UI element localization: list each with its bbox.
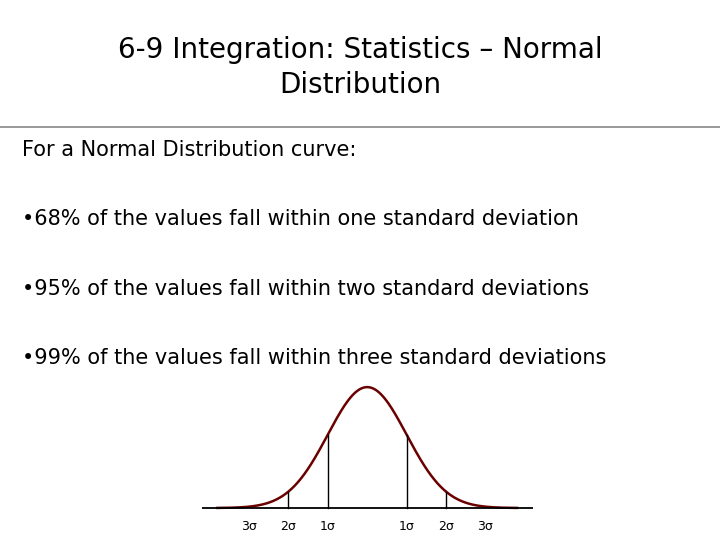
Text: 3σ: 3σ xyxy=(241,520,257,533)
Text: •68% of the values fall within one standard deviation: •68% of the values fall within one stand… xyxy=(22,209,578,229)
Text: For a Normal Distribution curve:: For a Normal Distribution curve: xyxy=(22,139,356,159)
Text: •95% of the values fall within two standard deviations: •95% of the values fall within two stand… xyxy=(22,279,589,299)
Text: 2σ: 2σ xyxy=(438,520,454,533)
Text: 1σ: 1σ xyxy=(399,520,415,533)
Text: •99% of the values fall within three standard deviations: •99% of the values fall within three sta… xyxy=(22,348,606,368)
Text: 3σ: 3σ xyxy=(477,520,493,533)
Text: 2σ: 2σ xyxy=(280,520,297,533)
Text: 1σ: 1σ xyxy=(320,520,336,533)
Text: 6-9 Integration: Statistics – Normal
Distribution: 6-9 Integration: Statistics – Normal Dis… xyxy=(117,36,603,99)
